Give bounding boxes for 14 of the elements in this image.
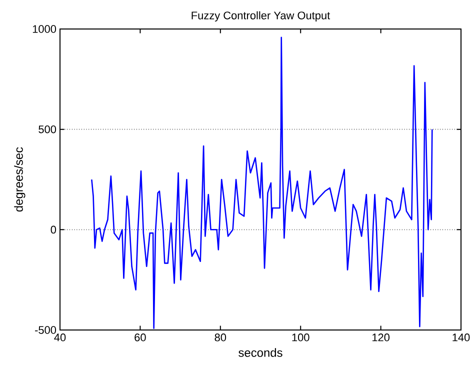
x-tick-label: 100 bbox=[292, 334, 310, 342]
x-tick-label: 40 bbox=[54, 334, 66, 342]
y-tick-label: 0 bbox=[50, 226, 56, 234]
y-tick-label: 1000 bbox=[32, 25, 56, 33]
y-tick-label: -500 bbox=[35, 326, 56, 334]
x-tick-label: 80 bbox=[214, 334, 226, 342]
y-tick-label: 500 bbox=[38, 125, 56, 134]
x-tick-label: 60 bbox=[134, 334, 146, 342]
chart-title: Fuzzy Controller Yaw Output bbox=[192, 11, 330, 22]
x-tick-label: 120 bbox=[372, 334, 390, 342]
x-tick-label: 140 bbox=[452, 334, 470, 342]
y-axis-title: degrees/sec bbox=[14, 147, 26, 212]
x-axis-title: seconds bbox=[238, 348, 282, 357]
line-series bbox=[91, 36, 433, 330]
